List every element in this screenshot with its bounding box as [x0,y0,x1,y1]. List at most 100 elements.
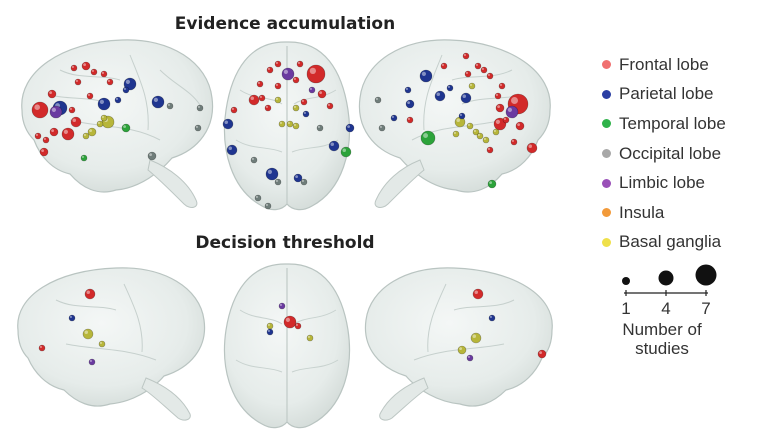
basal-node [96,120,104,128]
frontal-node [256,80,264,88]
frontal-node [84,288,96,300]
node-highlight [293,105,297,108]
node-highlight [462,94,466,98]
frontal-node [248,94,260,106]
occipital-node [378,124,386,132]
frontal-node [486,146,494,154]
occipital-node [194,124,202,132]
node-highlight [309,87,313,90]
node-highlight [267,169,272,174]
occipital-node [274,178,282,186]
occipital-node [250,156,258,164]
node-highlight [475,63,479,66]
legend-item: Insula [602,198,761,228]
basal-node [470,332,482,344]
basal-node [452,130,460,138]
brain-bottom-dorsal [223,263,351,429]
node-highlight [447,85,451,88]
node-highlight [99,341,102,345]
frontal-node [264,104,272,112]
node-highlight [63,129,68,134]
decision-threshold-title: Decision threshold [195,233,375,253]
node-highlight [71,65,74,68]
node-highlight [72,118,76,122]
node-highlight [441,63,445,66]
node-highlight [123,87,126,90]
legend-label: Frontal lobe [619,54,709,74]
node-highlight [69,107,72,110]
node-highlight [81,155,84,158]
node-highlight [473,129,477,132]
limbic-node [505,105,519,119]
node-highlight [317,125,321,128]
node-highlight [83,63,86,66]
occipital-node [300,178,308,186]
legend-swatch [602,89,611,99]
size-legend-graphic: 1 4 7 [621,264,717,318]
node-highlight [125,79,130,84]
limbic-node [49,105,63,119]
frontal-node [68,106,76,114]
node-highlight [293,77,297,80]
frontal-node [326,102,334,110]
node-highlight [107,79,110,82]
brain-bottom-lateral-right [364,267,553,421]
legend-swatch [602,237,611,247]
node-highlight [297,61,301,64]
frontal-node [266,66,274,74]
node-highlight [83,133,86,136]
frontal-node [294,322,302,330]
frontal-node [42,136,50,144]
limbic-node [88,358,96,366]
frontal-node [274,82,282,90]
parietal-node [68,314,76,322]
basal-node [292,122,300,130]
legend-label: Basal ganglia [619,232,722,252]
frontal-node [306,64,326,84]
node-highlight [459,347,462,350]
node-highlight [511,97,518,104]
frontal-node [462,52,470,60]
node-highlight [123,125,126,128]
node-highlight [279,303,283,307]
legend-item: Temporal lobe [602,109,761,139]
node-highlight [195,125,198,128]
parietal-node [122,86,130,94]
frontal-node [47,89,57,99]
frontal-node [464,70,472,78]
basal-node [82,132,90,140]
node-highlight [459,113,463,116]
legend-label: Parietal lobe [619,84,714,104]
parietal-node [265,167,279,181]
node-highlight [327,103,331,106]
node-highlight [436,92,440,96]
size-tick-4: 4 [661,299,670,318]
node-highlight [453,131,457,134]
frontal-node [537,349,547,359]
occipital-node [316,124,324,132]
parietal-node [97,97,111,111]
node-highlight [309,67,316,74]
node-highlight [493,129,497,132]
parietal-node [419,69,433,83]
node-highlight [41,149,44,153]
brain-renderings [17,39,553,429]
temporal-node [80,154,88,162]
legend-label: Insula [619,202,665,222]
node-highlight [347,125,350,128]
node-highlight [87,93,90,96]
node-highlight [34,104,40,110]
frontal-node [258,94,266,102]
parietal-node [446,84,454,92]
node-highlight [285,317,290,322]
basal-node [292,104,300,112]
node-highlight [149,153,153,157]
node-highlight [49,91,52,94]
node-highlight [101,71,104,74]
node-highlight [487,73,491,76]
node-highlight [507,107,512,112]
node-highlight [307,335,311,339]
legend-label: Limbic lobe [619,173,705,193]
parietal-node [222,118,234,130]
node-highlight [255,195,258,198]
